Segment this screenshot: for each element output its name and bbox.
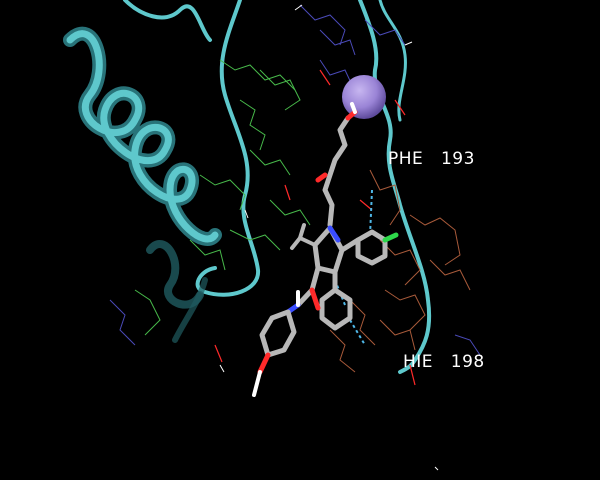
pyrrole-ring (312, 225, 345, 275)
ligand[interactable] (252, 102, 399, 397)
phenyl-ring-lower (319, 287, 353, 331)
ion-sphere[interactable] (342, 75, 386, 119)
fluoro-bond (382, 232, 399, 243)
oxygen-wires (214, 69, 416, 386)
helix-left-highlight (66, 30, 219, 243)
loop-central (195, 0, 261, 297)
helix-lower-left (146, 240, 204, 309)
phenol-o (257, 352, 271, 375)
residue-label-phe193: PHE 193 (388, 149, 475, 169)
isopropyl (290, 236, 317, 250)
loop-top-left (123, 0, 212, 42)
brown-residues (329, 169, 471, 373)
ligand-oh-top (350, 102, 357, 114)
isopropyl-branch (298, 223, 306, 240)
ligand-chain (322, 115, 351, 228)
amide-oxygen (309, 287, 321, 311)
protein-ribbon (63, 0, 432, 374)
fluorophenyl-ring (355, 229, 388, 266)
ribbon-bottom-left (172, 277, 208, 343)
phenyl-link (339, 237, 361, 253)
pyrrole-n (327, 225, 341, 243)
strand-right (358, 0, 432, 374)
residue-label-hie198: HIE 198 (403, 352, 485, 372)
strand-right-2 (378, 0, 407, 122)
ligand-ester-o (315, 172, 328, 183)
blue-residues (109, 4, 481, 356)
phenol-h (252, 370, 262, 397)
green-residues (134, 59, 311, 336)
hydroxyphenyl-ring (259, 309, 297, 358)
hydrogen-ticks (219, 4, 439, 471)
